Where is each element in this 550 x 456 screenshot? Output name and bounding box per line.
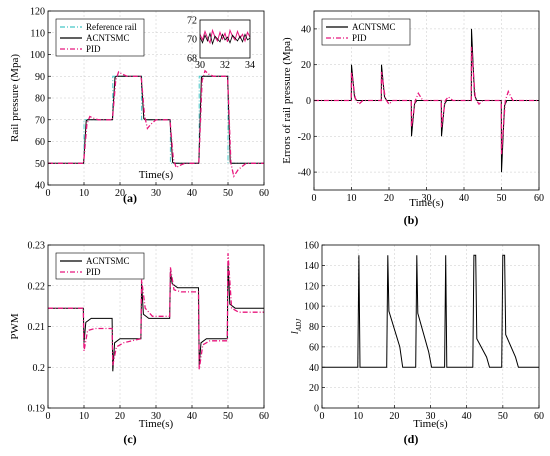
panel-d-y-tick-label: 100 [304, 302, 319, 313]
panel-d-y-tick-label: 60 [309, 342, 319, 353]
panel-d-x-axis-label: Time(s) [413, 418, 448, 430]
panel-a-x-tick-label: 20 [115, 188, 125, 199]
panel-a-chart: 0 10 20 30 40 50 60 40 50 60 70 80 90 100 110 120 Time(s… [9, 7, 269, 206]
panel-c-y-tick-label: 0.23 [28, 241, 46, 252]
panel-a-y-tick-label: 90 [35, 72, 45, 83]
panel-c-x-tick-label: 40 [187, 411, 197, 422]
panel-a-legend-label: PID [86, 44, 101, 54]
panel-b-caption: (b) [404, 213, 419, 227]
panel-a-x-tick-label: 40 [187, 188, 197, 199]
panel-c-y-axis-label: PWM [9, 313, 21, 340]
panel-d-x-tick-label: 10 [353, 411, 363, 422]
panel-a-y-tick-label: 120 [30, 7, 45, 18]
panel-d-x-tick-label: 30 [426, 411, 436, 422]
panel-a-legend-label: Reference rail [86, 22, 137, 32]
panel-d-y-tick-label: 80 [309, 322, 319, 333]
panel-c-chart: 0 10 20 30 40 50 60 0.19 0.2 0.21 0.22 0.23 Time(s) P… [9, 241, 269, 447]
panel-a-legend-label: ACNTSMC [86, 33, 130, 43]
panel-d-y-tick-label: 160 [304, 241, 319, 252]
panel-a-y-tick-label: 110 [30, 28, 45, 39]
panel-a-y-tick-label: 70 [35, 115, 45, 126]
panel-a-inset-series-pid [199, 28, 251, 45]
panel-c-caption: (c) [123, 432, 136, 446]
panel-d-x-tick-label: 60 [534, 411, 544, 422]
panel-b-x-tick-label: 40 [459, 193, 469, 204]
panel-b-y-tick-label: -40 [298, 168, 311, 179]
panel-d-x-tick-label: 0 [320, 411, 325, 422]
panel-d-x-tick-label: 40 [462, 411, 472, 422]
panel-a-x-tick-label: 60 [259, 188, 269, 199]
panel-b-x-tick-label: 60 [534, 193, 544, 204]
panel-a-x-axis-label: Time(s) [139, 169, 174, 181]
panel-d-y-tick-label: 20 [309, 383, 319, 394]
panel-c-y-tick-label: 0.2 [33, 363, 46, 374]
panel-d-y-axis-label: lADJ [289, 318, 303, 334]
panel-b-y-tick-label: 20 [301, 60, 311, 71]
panel-c-x-tick-label: 60 [259, 411, 269, 422]
panel-b-series-pid [314, 46, 539, 155]
panel-d-chart: 0 10 20 30 40 50 60 0 20 40 60 80 100 120 140 160 Time(s… [289, 241, 544, 447]
panel-c-y-tick-label: 0.21 [28, 322, 46, 333]
panel-d-x-tick-label: 50 [498, 411, 508, 422]
panel-a-inset-x-tick-label: 32 [220, 60, 230, 71]
panel-c-series-acntsmc [48, 261, 264, 372]
panel-b-x-tick-label: 20 [384, 193, 394, 204]
panel-d-caption: (d) [404, 432, 419, 446]
panel-a-y-tick-label: 100 [30, 50, 45, 61]
panel-a-inset-frame [199, 19, 251, 59]
panel-c-legend [55, 252, 145, 280]
panel-c-x-axis-label: Time(s) [139, 418, 174, 430]
panel-b-chart: 0 10 20 30 40 50 60 -40 -20 0 20 40 Time(s) Errors of… [281, 10, 544, 227]
panel-d-series-line [322, 254, 539, 368]
panel-c-x-tick-label: 20 [115, 411, 125, 422]
panel-b-y-axis-label: Errors of rail pressure (Mpa) [281, 37, 293, 164]
panel-b-y-tick-label: -20 [298, 132, 311, 143]
panel-d-y-tick-label: 140 [304, 261, 319, 272]
panel-c-y-tick-label: 0.19 [28, 404, 46, 415]
panel-b-x-tick-label: 10 [347, 193, 357, 204]
panel-a-caption: (a) [123, 191, 137, 205]
panel-a-x-tick-label: 10 [79, 188, 89, 199]
panel-a-inset-y-tick-label: 68 [187, 54, 197, 65]
panel-c-x-tick-label: 50 [223, 411, 233, 422]
panel-b-legend-label: PID [352, 33, 367, 43]
panel-a-y-tick-label: 60 [35, 137, 45, 148]
panel-a-x-tick-label: 30 [151, 188, 161, 199]
panel-a-y-axis-label: Rail pressure (Mpa) [9, 54, 21, 142]
panel-a-x-tick-label: 50 [223, 188, 233, 199]
panel-a-y-tick-label: 80 [35, 94, 45, 105]
panel-b-legend [321, 18, 411, 46]
panel-a-x-tick-label: 0 [46, 188, 51, 199]
panel-b-x-tick-label: 30 [422, 193, 432, 204]
panel-d-y-tick-label: 120 [304, 281, 319, 292]
panel-b-x-tick-label: 50 [497, 193, 507, 204]
panel-b-x-axis-label: Time(s) [409, 197, 444, 209]
panel-a-y-tick-label: 40 [35, 181, 45, 192]
panel-a-inset-x-tick-label: 30 [195, 60, 205, 71]
panel-d-y-axis-label-main: l [289, 331, 301, 334]
panel-c-x-tick-label: 0 [46, 411, 51, 422]
panel-d-y-tick-label: 0 [314, 404, 319, 415]
panel-d-x-tick-label: 20 [389, 411, 399, 422]
panel-d-y-axis-label-sub: ADJ [295, 318, 303, 332]
panel-d-y-tick-label: 40 [309, 363, 319, 374]
panel-c-y-tick-label: 0.22 [28, 281, 46, 292]
panel-c-legend-label: PID [86, 267, 101, 277]
panel-c-x-tick-label: 10 [79, 411, 89, 422]
panel-b-y-tick-label: 40 [301, 24, 311, 35]
panel-a-inset-series-acntsmc [199, 31, 251, 46]
panel-b-y-tick-label: 0 [306, 96, 311, 107]
panel-b-legend-label: ACNTSMC [352, 22, 396, 32]
panel-a-series-pid [48, 69, 264, 178]
panel-a-inset-x-tick-label: 34 [245, 60, 255, 71]
panel-c-series-pid [48, 253, 264, 370]
panel-a-y-tick-label: 50 [35, 159, 45, 170]
panel-c-x-tick-label: 30 [151, 411, 161, 422]
panel-c-legend-label: ACNTSMC [86, 256, 130, 266]
panel-a-inset-y-tick-label: 70 [187, 35, 197, 46]
panel-b-x-tick-label: 0 [312, 193, 317, 204]
panel-a-inset: 30 32 34 68 70 72 [187, 16, 255, 72]
panel-a-inset-y-tick-label: 72 [187, 16, 197, 27]
